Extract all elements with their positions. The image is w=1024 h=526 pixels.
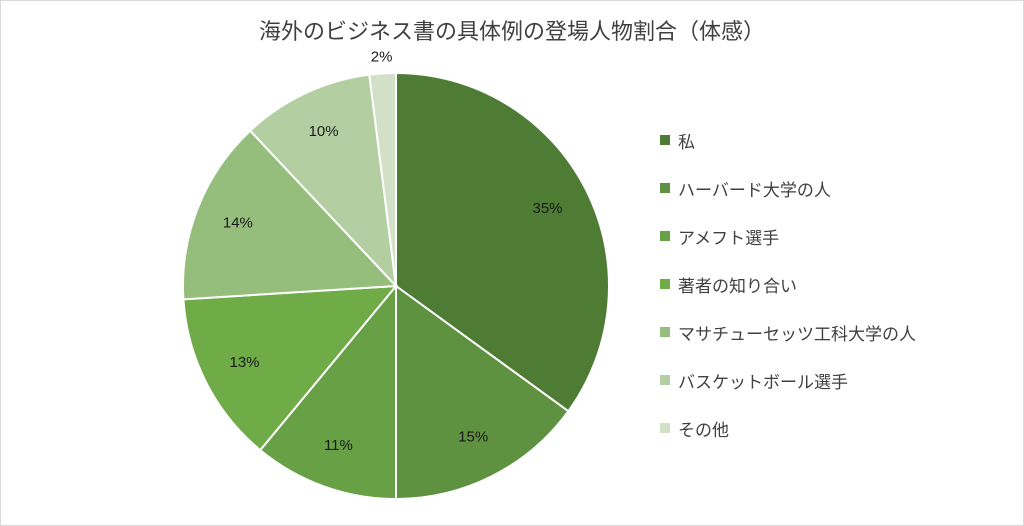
- legend-item: その他: [660, 416, 729, 441]
- legend-label: バスケットボール選手: [678, 372, 848, 393]
- legend-swatch: [660, 135, 670, 145]
- pie-slice: [248, 73, 398, 289]
- legend-item: マサチューセッツ工科大学の人: [660, 320, 916, 345]
- legend-label: マサチューセッツ工科大学の人: [678, 324, 916, 345]
- pie-slice: [395, 284, 570, 501]
- pie-slice: [368, 71, 397, 287]
- legend-label: アメフト選手: [678, 228, 780, 249]
- legend-item: アメフト選手: [660, 224, 780, 249]
- legend-swatch: [660, 423, 670, 433]
- legend-item: 私: [660, 128, 695, 153]
- pie-slice: [258, 283, 397, 501]
- legend-swatch: [660, 183, 670, 193]
- pie-slice: [182, 129, 399, 301]
- chart-title: 海外のビジネス書の具体例の登場人物割合（体感）: [258, 20, 765, 45]
- legend-item: 著者の知り合い: [660, 272, 797, 297]
- legend-swatch: [660, 231, 670, 241]
- pie-slice: [182, 284, 399, 452]
- legend-swatch: [660, 327, 670, 337]
- legend-label: 私: [678, 132, 695, 153]
- pie-data-label: 2%: [371, 48, 393, 65]
- pie-data-label: 10%: [309, 123, 339, 140]
- legend-swatch: [660, 375, 670, 385]
- pie-data-label: 11%: [324, 437, 353, 454]
- pie-data-label: 35%: [532, 200, 562, 217]
- legend-item: ハーバード大学の人: [660, 176, 831, 201]
- legend-label: その他: [678, 420, 729, 441]
- pie-data-label: 15%: [458, 428, 488, 445]
- legend-label: 著者の知り合い: [678, 276, 797, 297]
- legend-swatch: [660, 279, 670, 289]
- pie-data-label: 13%: [229, 354, 259, 371]
- legend-item: バスケットボール選手: [660, 368, 848, 393]
- legend-label: ハーバード大学の人: [678, 180, 831, 201]
- pie-slice: [395, 71, 610, 413]
- pie-data-label: 14%: [223, 214, 253, 231]
